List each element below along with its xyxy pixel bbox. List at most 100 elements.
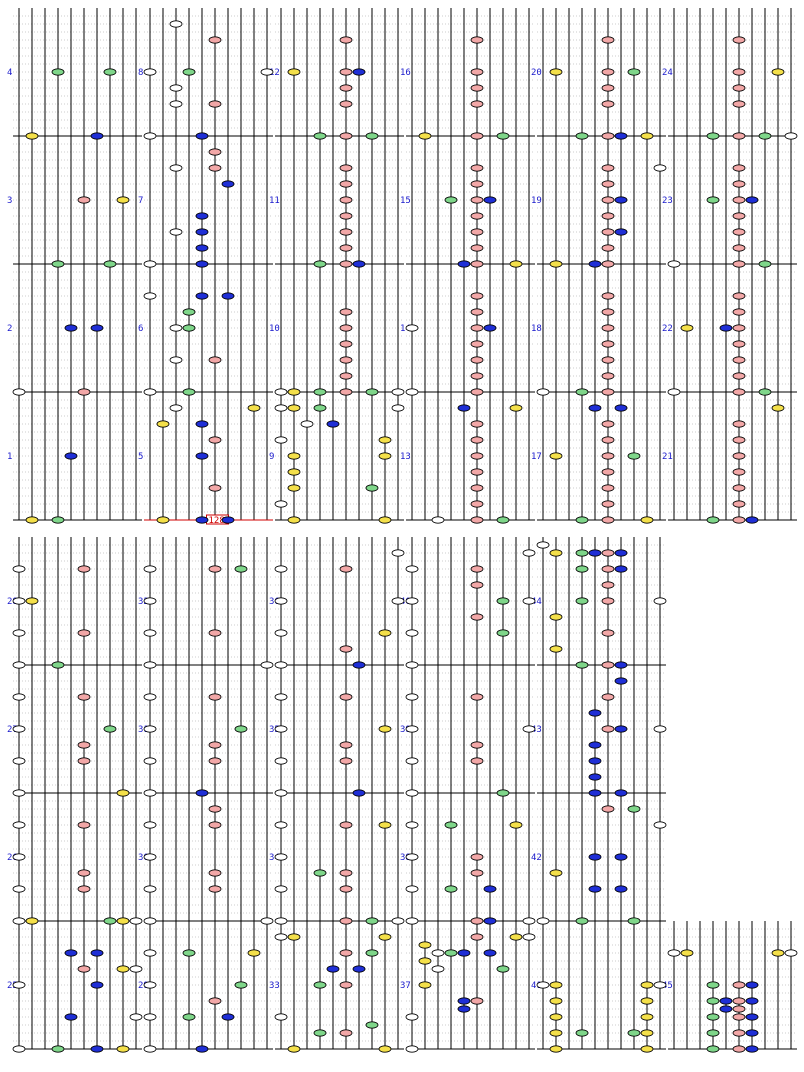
note-white: [143, 292, 157, 300]
note-pink: [732, 1045, 746, 1053]
note-blue: [719, 997, 733, 1005]
note-pink: [339, 821, 353, 829]
note-white: [274, 933, 288, 941]
note-yellow: [640, 516, 654, 524]
note-blue: [352, 260, 366, 268]
note-pink: [601, 308, 615, 316]
measure-number: 5: [138, 452, 143, 462]
note-white: [143, 821, 157, 829]
note-pink: [339, 645, 353, 653]
note-pink: [601, 68, 615, 76]
note-blue: [457, 404, 471, 412]
note-blue: [745, 1029, 759, 1037]
note-blue: [326, 420, 340, 428]
note-pink: [732, 388, 746, 396]
measure-number: 42: [531, 853, 542, 863]
note-pink: [601, 725, 615, 733]
note-white: [169, 404, 183, 412]
note-yellow: [418, 132, 432, 140]
note-white: [405, 661, 419, 669]
note-blue: [221, 516, 235, 524]
note-green: [182, 949, 196, 957]
note-pink: [732, 212, 746, 220]
note-pink: [208, 997, 222, 1005]
note-yellow: [156, 420, 170, 428]
note-pink: [339, 132, 353, 140]
note-pink: [601, 228, 615, 236]
measure-number: 7: [138, 196, 143, 206]
note-yellow: [771, 68, 785, 76]
measure-number: 39: [400, 725, 411, 735]
note-pink: [601, 36, 615, 44]
note-pink: [732, 981, 746, 989]
note-blue: [90, 949, 104, 957]
note-blue: [90, 1045, 104, 1053]
note-green: [496, 132, 510, 140]
note-blue: [745, 1045, 759, 1053]
note-blue: [195, 212, 209, 220]
note-blue: [457, 949, 471, 957]
note-white: [405, 388, 419, 396]
note-blue: [195, 260, 209, 268]
note-blue: [745, 196, 759, 204]
note-pink: [339, 741, 353, 749]
measure-number: 32: [138, 597, 149, 607]
note-pink: [208, 164, 222, 172]
note-pink: [601, 581, 615, 589]
note-pink: [470, 452, 484, 460]
note-yellow: [509, 821, 523, 829]
note-blue: [588, 549, 602, 557]
note-green: [575, 549, 589, 557]
measure-number: 35: [269, 725, 280, 735]
note-white: [12, 629, 26, 637]
note-pink: [339, 949, 353, 957]
note-pink: [470, 260, 484, 268]
note-yellow: [509, 404, 523, 412]
note-pink: [601, 292, 615, 300]
note-pink: [601, 164, 615, 172]
note-yellow: [549, 997, 563, 1005]
note-white: [274, 821, 288, 829]
note-pink: [732, 484, 746, 492]
note-blue: [719, 1005, 733, 1013]
note-pink: [732, 500, 746, 508]
note-white: [274, 404, 288, 412]
note-green: [313, 388, 327, 396]
note-blue: [195, 292, 209, 300]
note-blue: [64, 949, 78, 957]
note-yellow: [287, 452, 301, 460]
measure-number: 13: [400, 452, 411, 462]
note-green: [234, 725, 248, 733]
note-green: [313, 404, 327, 412]
note-yellow: [287, 484, 301, 492]
note-green: [103, 68, 117, 76]
note-white: [143, 1013, 157, 1021]
note-blue: [483, 196, 497, 204]
note-white: [431, 949, 445, 957]
note-blue: [195, 452, 209, 460]
note-yellow: [378, 452, 392, 460]
note-pink: [601, 693, 615, 701]
note-blue: [483, 917, 497, 925]
note-white: [405, 693, 419, 701]
note-white: [143, 981, 157, 989]
note-pink: [470, 244, 484, 252]
note-pink: [601, 356, 615, 364]
note-blue: [352, 661, 366, 669]
measure-number: 11: [269, 196, 280, 206]
note-white: [300, 420, 314, 428]
measure-number: 19: [531, 196, 542, 206]
note-pink: [339, 869, 353, 877]
note-blue: [614, 228, 628, 236]
note-yellow: [640, 1045, 654, 1053]
note-blue: [745, 1013, 759, 1021]
measure-number: 9: [269, 452, 274, 462]
note-pink: [208, 148, 222, 156]
note-pink: [601, 468, 615, 476]
note-pink: [208, 869, 222, 877]
note-green: [706, 1013, 720, 1021]
note-green: [444, 949, 458, 957]
note-white: [274, 597, 288, 605]
note-pink: [470, 68, 484, 76]
note-yellow: [418, 957, 432, 965]
